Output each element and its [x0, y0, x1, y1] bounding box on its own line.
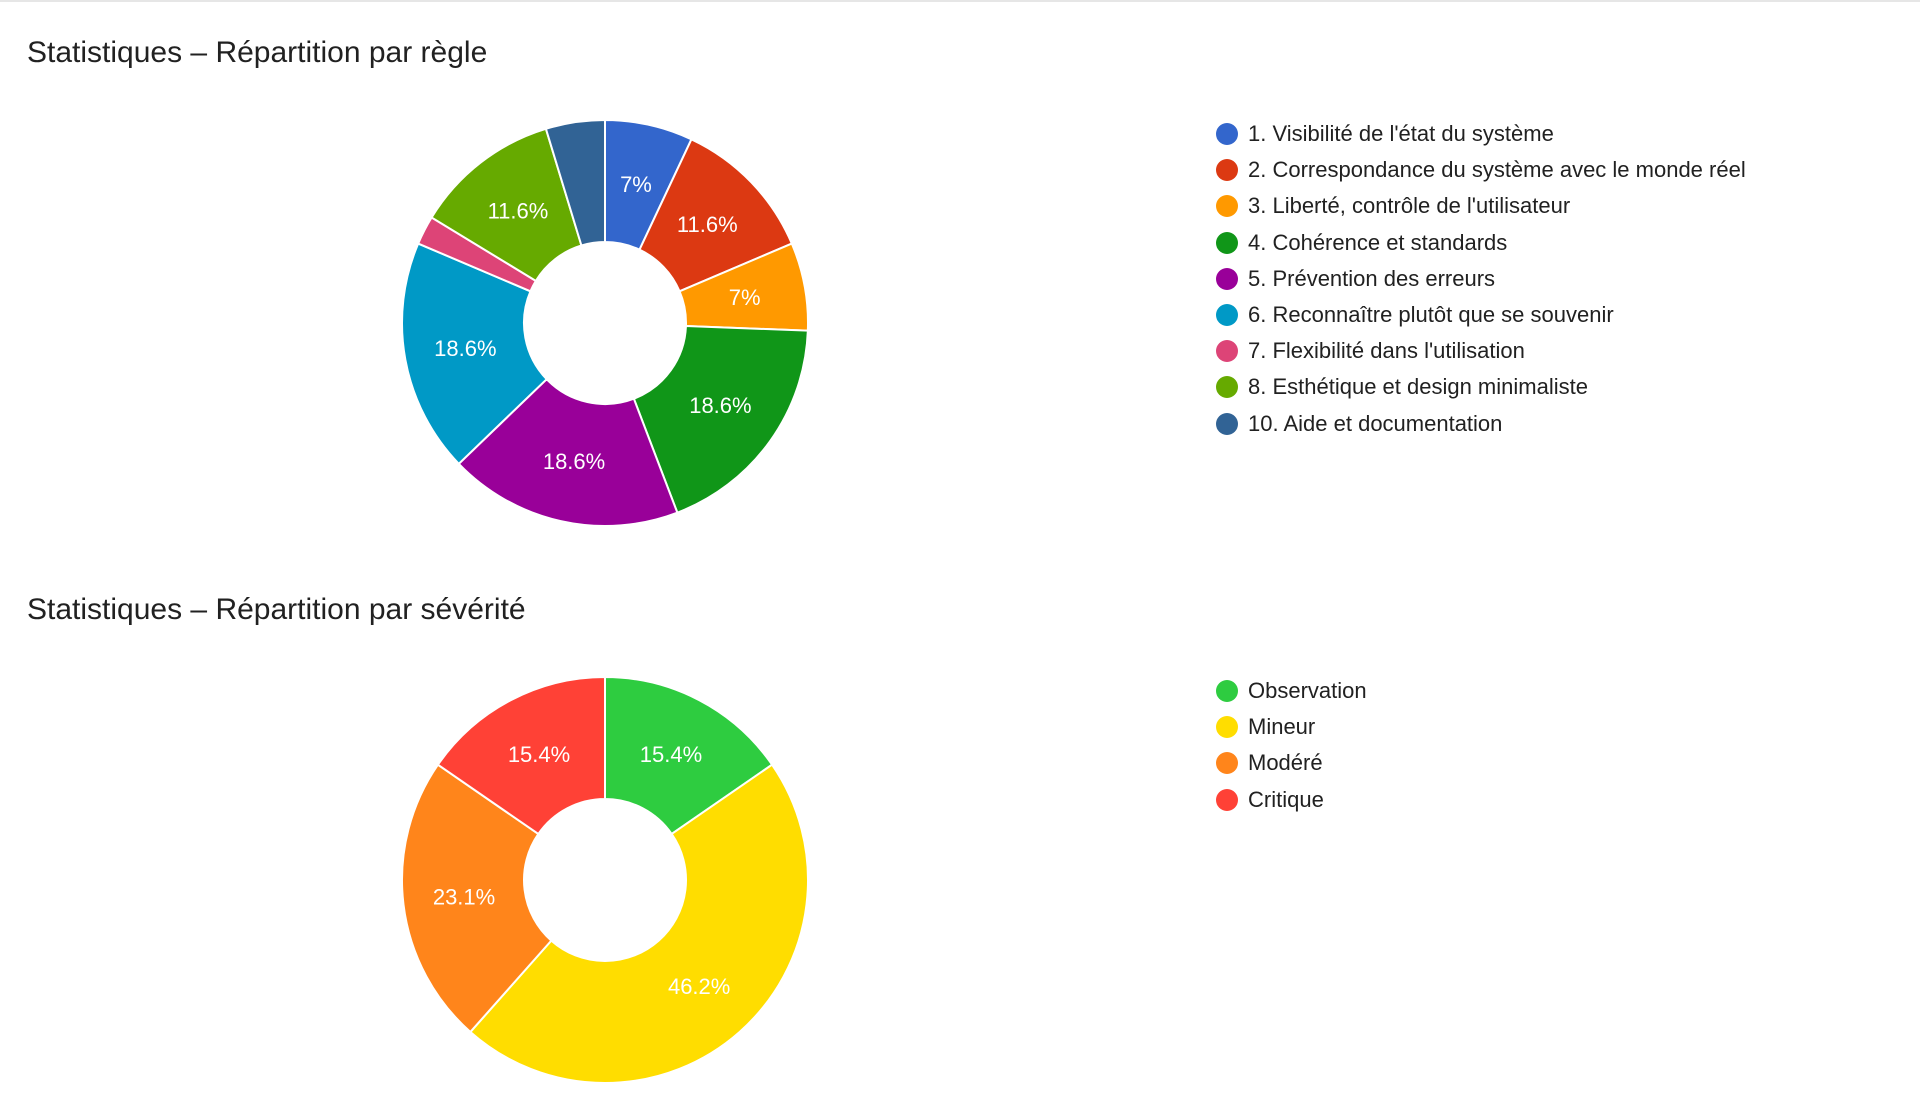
legend-swatch — [1216, 123, 1238, 146]
legend-swatch — [1216, 195, 1238, 218]
legend-item-7-flexibilite-dans-l-utilisation[interactable]: 7. Flexibilité dans l'utilisation — [1216, 333, 1746, 369]
legend-item-observation[interactable]: Observation — [1216, 673, 1367, 709]
legend-swatch — [1216, 304, 1238, 327]
slice-label-mineur: 46.2% — [668, 974, 730, 999]
legend-item-modere[interactable]: Modéré — [1216, 745, 1367, 781]
legend-swatch — [1216, 340, 1238, 363]
legend-label: Modéré — [1248, 750, 1323, 776]
top-divider — [0, 0, 1920, 2]
slice-label-8-esthetique-et-design-minimaliste: 11.6% — [488, 198, 549, 223]
legend-swatch — [1216, 159, 1238, 182]
severity-chart-legend: Observation Mineur Modéré Critique — [1216, 673, 1367, 818]
legend-item-2-correspondance-du-systeme-avec-le-monde-reel[interactable]: 2. Correspondance du système avec le mon… — [1216, 152, 1746, 188]
legend-swatch — [1216, 267, 1238, 290]
slice-label-5-prevention-des-erreurs: 18.6% — [543, 449, 605, 474]
legend-swatch — [1216, 716, 1238, 739]
legend-label: 3. Liberté, contrôle de l'utilisateur — [1248, 193, 1571, 219]
slice-label-2-correspondance-du-systeme-avec-le-monde-reel: 11.6% — [677, 212, 738, 237]
slice-10-aide-et-documentation[interactable] — [544, 118, 606, 247]
severity-donut-chart: 15.4% 46.2% 23.1% 15.4% — [401, 675, 809, 1084]
legend-label: 7. Flexibilité dans l'utilisation — [1248, 338, 1525, 364]
legend-item-3-liberte-controle-de-l-utilisateur[interactable]: 3. Liberté, contrôle de l'utilisateur — [1216, 188, 1746, 224]
legend-item-5-prevention-des-erreurs[interactable]: 5. Prévention des erreurs — [1216, 261, 1746, 297]
legend-item-mineur[interactable]: Mineur — [1216, 709, 1367, 745]
legend-swatch — [1216, 376, 1238, 399]
legend-item-8-esthetique-et-design-minimaliste[interactable]: 8. Esthétique et design minimaliste — [1216, 369, 1746, 405]
severity-chart-title: Statistiques – Répartition par sévérité — [27, 593, 526, 626]
legend-label: 5. Prévention des erreurs — [1248, 265, 1496, 291]
slice-5-prevention-des-erreurs[interactable] — [457, 377, 679, 527]
slice-4-coherence-et-standards[interactable] — [632, 325, 809, 514]
legend-swatch — [1216, 412, 1238, 435]
legend-swatch — [1216, 680, 1238, 703]
slice-2-correspondance-du-systeme-avec-le-monde-reel[interactable] — [638, 137, 794, 293]
slice-critique[interactable] — [436, 675, 606, 836]
slice-mineur[interactable] — [468, 763, 809, 1084]
slice-label-modere: 23.1% — [433, 885, 495, 910]
slice-observation[interactable] — [604, 675, 774, 836]
slice-label-3-liberte-controle-de-l-utilisateur: 7% — [729, 285, 761, 310]
slice-label-critique: 15.4% — [508, 742, 570, 767]
rule-chart-title: Statistiques – Répartition par règle — [27, 36, 488, 69]
slice-label-1-visibilite-de-l-etat-du-systeme: 7% — [620, 172, 652, 197]
legend-swatch — [1216, 231, 1238, 254]
legend-label: 10. Aide et documentation — [1248, 410, 1503, 436]
legend-label: 8. Esthétique et design minimaliste — [1248, 374, 1588, 400]
rule-donut-chart: 7% 11.6% 7% 18.6% 18.6% 18.6% 11.6% — [401, 118, 809, 527]
legend-label: 2. Correspondance du système avec le mon… — [1248, 157, 1746, 183]
legend-swatch — [1216, 788, 1238, 811]
legend-label: 1. Visibilité de l'état du système — [1248, 121, 1554, 147]
slice-label-6-reconnaitre-plutot-que-se-souvenir: 18.6% — [434, 336, 496, 361]
legend-swatch — [1216, 752, 1238, 775]
slice-8-esthetique-et-design-minimaliste[interactable] — [430, 127, 583, 283]
legend-label: 4. Cohérence et standards — [1248, 229, 1508, 255]
slice-6-reconnaitre-plutot-que-se-souvenir[interactable] — [401, 242, 549, 466]
legend-item-1-visibilite-de-l-etat-du-systeme[interactable]: 1. Visibilité de l'état du système — [1216, 116, 1746, 152]
legend-label: Critique — [1248, 786, 1324, 812]
slice-label-observation: 15.4% — [640, 742, 702, 767]
rule-chart-legend: 1. Visibilité de l'état du système 2. Cor… — [1216, 116, 1746, 442]
legend-label: Mineur — [1248, 714, 1316, 740]
slice-label-4-coherence-et-standards: 18.6% — [689, 393, 751, 418]
legend-item-4-coherence-et-standards[interactable]: 4. Cohérence et standards — [1216, 225, 1746, 261]
slice-modere[interactable] — [401, 763, 553, 1034]
legend-item-critique[interactable]: Critique — [1216, 782, 1367, 818]
legend-label: 6. Reconnaître plutôt que se souvenir — [1248, 302, 1614, 328]
legend-item-10-aide-et-documentation[interactable]: 10. Aide et documentation — [1216, 406, 1746, 442]
legend-item-6-reconnaitre-plutot-que-se-souvenir[interactable]: 6. Reconnaître plutôt que se souvenir — [1216, 297, 1746, 333]
legend-label: Observation — [1248, 678, 1367, 704]
